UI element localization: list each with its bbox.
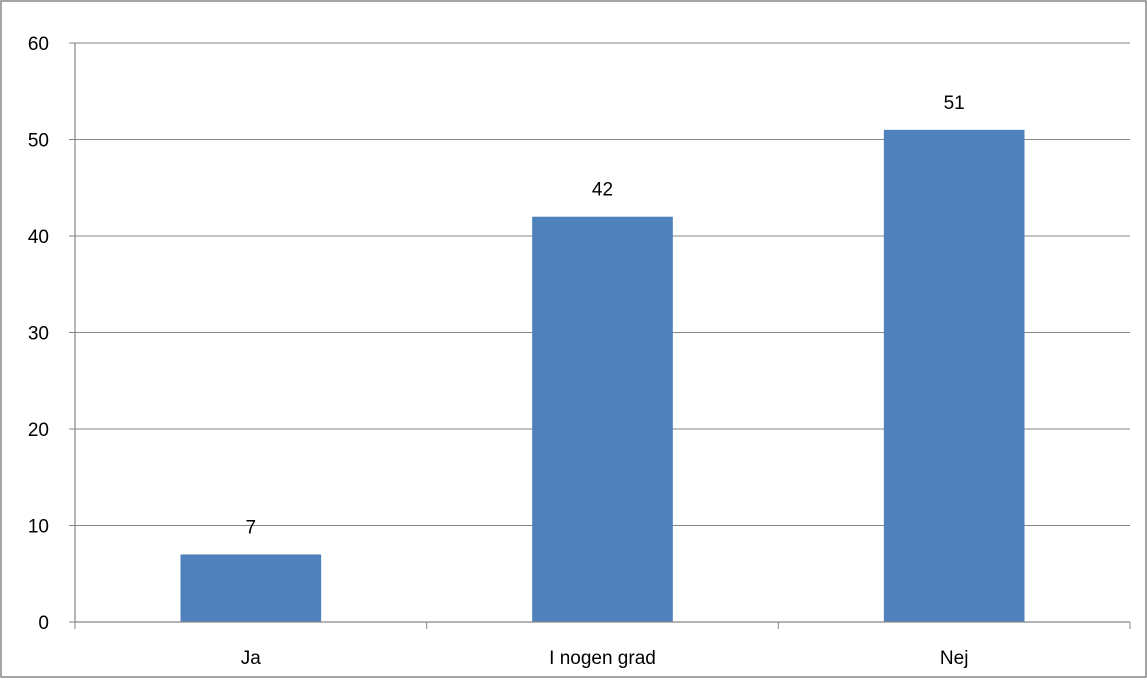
y-tick-label: 40 xyxy=(28,227,49,248)
bar-nej xyxy=(883,129,1025,622)
y-tick-label: 60 xyxy=(28,34,49,55)
bar-layer xyxy=(180,129,1025,622)
data-label: 7 xyxy=(246,517,257,538)
x-tick-label: Nej xyxy=(940,648,969,669)
y-tick-label: 30 xyxy=(28,324,49,345)
y-tick-label: 10 xyxy=(28,517,49,538)
y-tick-label: 0 xyxy=(38,613,49,634)
y-tick-label: 50 xyxy=(28,131,49,152)
x-tick-label: Ja xyxy=(241,648,262,669)
y-tick-label: 20 xyxy=(28,420,49,441)
data-label: 42 xyxy=(592,180,613,201)
label-layer: 0 10 20 30 40 50 60 7 Ja 42 I nogen grad 51 Nej xyxy=(28,34,969,669)
bar-i-nogen-grad xyxy=(532,216,673,622)
axis-layer xyxy=(69,42,1131,629)
data-label: 51 xyxy=(944,93,965,114)
bar-ja xyxy=(180,554,322,622)
x-tick-label: I nogen grad xyxy=(549,648,656,669)
